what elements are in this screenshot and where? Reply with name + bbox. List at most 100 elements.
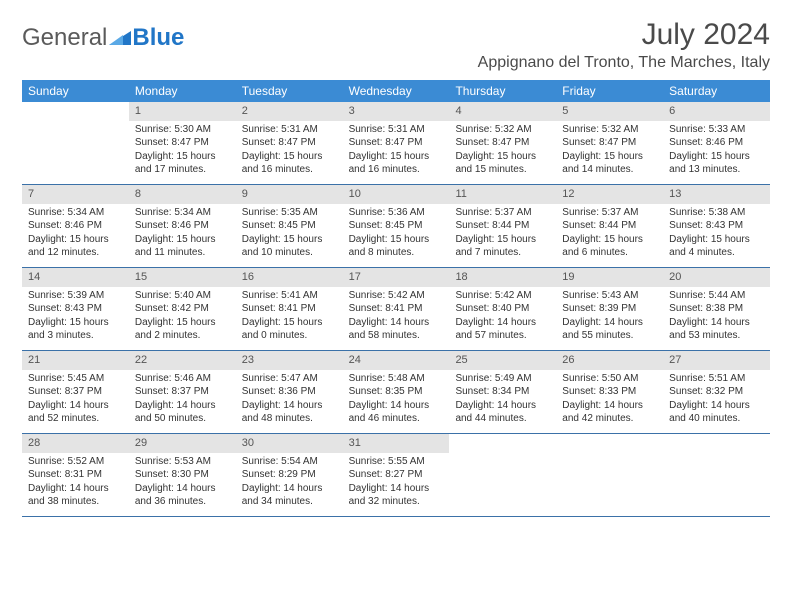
sunrise-text: Sunrise: 5:42 AM (455, 289, 550, 303)
day-cell: 11 Sunrise: 5:37 AMSunset: 8:44 PMDayligh… (449, 185, 556, 267)
day-body: Sunrise: 5:42 AMSunset: 8:40 PMDaylight:… (449, 289, 556, 347)
sunrise-text: Sunrise: 5:30 AM (135, 123, 230, 137)
sunset-text: Sunset: 8:47 PM (242, 136, 337, 150)
daylight-text: Daylight: 14 hours and 57 minutes. (455, 316, 550, 343)
sunrise-text: Sunrise: 5:35 AM (242, 206, 337, 220)
brand-logo: General Blue (22, 24, 184, 52)
day-cell: 18Sunrise: 5:42 AMSunset: 8:40 PMDayligh… (449, 268, 556, 350)
day-body (663, 455, 770, 459)
sunset-text: Sunset: 8:39 PM (562, 302, 657, 316)
daylight-text: Daylight: 15 hours and 13 minutes. (669, 150, 764, 177)
weekday-header: Friday (556, 80, 663, 102)
day-cell: 8Sunrise: 5:34 AMSunset: 8:46 PMDaylight… (129, 185, 236, 267)
sunrise-text: Sunrise: 5:31 AM (349, 123, 444, 137)
day-body: Sunrise: 5:31 AMSunset: 8:47 PMDaylight:… (236, 123, 343, 181)
daylight-text: Daylight: 15 hours and 6 minutes. (562, 233, 657, 260)
daylight-text: Daylight: 14 hours and 36 minutes. (135, 482, 230, 509)
day-number: 16 (236, 268, 343, 287)
sunrise-text: Sunrise: 5:44 AM (669, 289, 764, 303)
day-number: 14 (22, 268, 129, 287)
day-number: 27 (663, 351, 770, 370)
day-body: Sunrise: 5:41 AMSunset: 8:41 PMDaylight:… (236, 289, 343, 347)
sunrise-text: Sunrise: 5:54 AM (242, 455, 337, 469)
day-cell: 6Sunrise: 5:33 AMSunset: 8:46 PMDaylight… (663, 102, 770, 184)
sunrise-text: Sunrise: 5:47 AM (242, 372, 337, 386)
day-cell (449, 434, 556, 516)
day-number: 8 (129, 185, 236, 204)
day-body: Sunrise: 5:40 AMSunset: 8:42 PMDaylight:… (129, 289, 236, 347)
day-number: 10 (343, 185, 450, 204)
week-row: 28Sunrise: 5:52 AMSunset: 8:31 PMDayligh… (22, 434, 770, 517)
sunrise-text: Sunrise: 5:51 AM (669, 372, 764, 386)
day-body: Sunrise: 5:42 AMSunset: 8:41 PMDaylight:… (343, 289, 450, 347)
day-number: 29 (129, 434, 236, 453)
weekday-header: Tuesday (236, 80, 343, 102)
day-body (22, 123, 129, 127)
day-cell: 1Sunrise: 5:30 AMSunset: 8:47 PMDaylight… (129, 102, 236, 184)
day-body: Sunrise: 5:47 AMSunset: 8:36 PMDaylight:… (236, 372, 343, 430)
day-body: Sunrise: 5:45 AMSunset: 8:37 PMDaylight:… (22, 372, 129, 430)
sunrise-text: Sunrise: 5:49 AM (455, 372, 550, 386)
sunrise-text: Sunrise: 5:48 AM (349, 372, 444, 386)
sunset-text: Sunset: 8:40 PM (455, 302, 550, 316)
weekday-header: Thursday (449, 80, 556, 102)
day-cell: 3Sunrise: 5:31 AMSunset: 8:47 PMDaylight… (343, 102, 450, 184)
daylight-text: Daylight: 15 hours and 7 minutes. (455, 233, 550, 260)
daylight-text: Daylight: 14 hours and 46 minutes. (349, 399, 444, 426)
day-body: Sunrise: 5:53 AMSunset: 8:30 PMDaylight:… (129, 455, 236, 513)
day-body: Sunrise: 5:51 AMSunset: 8:32 PMDaylight:… (663, 372, 770, 430)
location-text: Appignano del Tronto, The Marches, Italy (478, 54, 770, 72)
daylight-text: Daylight: 15 hours and 4 minutes. (669, 233, 764, 260)
sunset-text: Sunset: 8:46 PM (669, 136, 764, 150)
day-number: 9 (236, 185, 343, 204)
day-cell (663, 434, 770, 516)
sunrise-text: Sunrise: 5:33 AM (669, 123, 764, 137)
day-body (556, 455, 663, 459)
day-body: Sunrise: 5:52 AMSunset: 8:31 PMDaylight:… (22, 455, 129, 513)
sunrise-text: Sunrise: 5:34 AM (28, 206, 123, 220)
day-number: 21 (22, 351, 129, 370)
brand-part1: General (22, 24, 107, 52)
day-body: Sunrise: 5:35 AMSunset: 8:45 PMDaylight:… (236, 206, 343, 264)
weekday-header: Saturday (663, 80, 770, 102)
sunrise-text: Sunrise: 5:37 AM (455, 206, 550, 220)
day-body: Sunrise: 5:32 AMSunset: 8:47 PMDaylight:… (556, 123, 663, 181)
daylight-text: Daylight: 14 hours and 38 minutes. (28, 482, 123, 509)
day-number: 20 (663, 268, 770, 287)
day-number: 11 (449, 185, 556, 204)
daylight-text: Daylight: 14 hours and 32 minutes. (349, 482, 444, 509)
day-body: Sunrise: 5:44 AMSunset: 8:38 PMDaylight:… (663, 289, 770, 347)
daylight-text: Daylight: 15 hours and 16 minutes. (349, 150, 444, 177)
day-cell (22, 102, 129, 184)
day-number: 30 (236, 434, 343, 453)
day-body: Sunrise: 5:37 AMSunset: 8:44 PMDaylight:… (449, 206, 556, 264)
day-cell: 27 Sunrise: 5:51 AMSunset: 8:32 PMDayligh… (663, 351, 770, 433)
sunrise-text: Sunrise: 5:36 AM (349, 206, 444, 220)
day-cell: 14Sunrise: 5:39 AMSunset: 8:43 PMDayligh… (22, 268, 129, 350)
daylight-text: Daylight: 15 hours and 17 minutes. (135, 150, 230, 177)
sunset-text: Sunset: 8:34 PM (455, 385, 550, 399)
sunrise-text: Sunrise: 5:43 AM (562, 289, 657, 303)
logo-triangle-icon (109, 24, 131, 52)
daylight-text: Daylight: 15 hours and 16 minutes. (242, 150, 337, 177)
sunrise-text: Sunrise: 5:55 AM (349, 455, 444, 469)
month-title: July 2024 (478, 18, 770, 52)
day-body: Sunrise: 5:34 AMSunset: 8:46 PMDaylight:… (22, 206, 129, 264)
daylight-text: Daylight: 15 hours and 15 minutes. (455, 150, 550, 177)
day-cell: 13Sunrise: 5:38 AMSunset: 8:43 PMDayligh… (663, 185, 770, 267)
day-body: Sunrise: 5:50 AMSunset: 8:33 PMDaylight:… (556, 372, 663, 430)
daylight-text: Daylight: 15 hours and 12 minutes. (28, 233, 123, 260)
sunset-text: Sunset: 8:32 PM (669, 385, 764, 399)
day-number: 13 (663, 185, 770, 204)
day-body: Sunrise: 5:43 AMSunset: 8:39 PMDaylight:… (556, 289, 663, 347)
day-body: Sunrise: 5:55 AMSunset: 8:27 PMDaylight:… (343, 455, 450, 513)
day-number: 26 (556, 351, 663, 370)
sunrise-text: Sunrise: 5:38 AM (669, 206, 764, 220)
sunset-text: Sunset: 8:46 PM (28, 219, 123, 233)
week-row: 7Sunrise: 5:34 AMSunset: 8:46 PMDaylight… (22, 185, 770, 268)
brand-part2: Blue (132, 24, 184, 52)
page-header: General Blue July 2024 Appignano del Tron… (22, 18, 770, 72)
sunset-text: Sunset: 8:37 PM (135, 385, 230, 399)
day-cell: 4Sunrise: 5:32 AMSunset: 8:47 PMDaylight… (449, 102, 556, 184)
sunrise-text: Sunrise: 5:37 AM (562, 206, 657, 220)
